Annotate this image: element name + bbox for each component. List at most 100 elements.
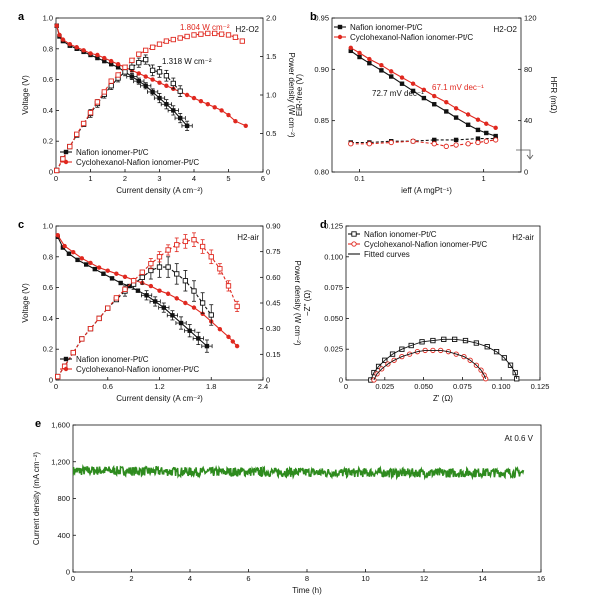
data-point-a-2 bbox=[163, 73, 170, 79]
panel-a-condition: H2-O2 bbox=[235, 25, 259, 34]
data-point-c-1 bbox=[230, 339, 236, 344]
data-point-b-1 bbox=[389, 69, 394, 74]
panel-b-ytick-right-label: 40 bbox=[524, 116, 532, 125]
panel-c-ytick-right-label: 0.90 bbox=[266, 222, 281, 231]
series-line-b-2 bbox=[350, 138, 496, 144]
data-point-c-1 bbox=[55, 233, 60, 238]
data-point-a-0 bbox=[109, 62, 114, 67]
data-point-a-1 bbox=[226, 112, 231, 118]
data-point-a-3 bbox=[136, 51, 142, 57]
data-point-c-0 bbox=[109, 276, 115, 281]
data-point-c-1 bbox=[114, 271, 119, 276]
data-point-a-0 bbox=[150, 89, 155, 95]
data-point-a-0 bbox=[157, 95, 162, 101]
data-point-a-1 bbox=[198, 98, 204, 104]
data-point-b-1 bbox=[379, 63, 384, 68]
data-point-b-0 bbox=[410, 88, 416, 94]
legend-marker bbox=[63, 159, 69, 165]
data-point-c-0 bbox=[170, 313, 175, 318]
panel-a-ytick-label: 0 bbox=[49, 168, 53, 177]
panel-a-xtick-label: 1 bbox=[88, 174, 92, 183]
data-point-c-1 bbox=[105, 268, 110, 273]
data-point-b-0 bbox=[348, 48, 353, 54]
data-point-a-1 bbox=[74, 45, 79, 50]
data-point-b-0 bbox=[421, 95, 427, 101]
legend-entry: Nafion ionomer-Pt/C bbox=[76, 355, 149, 364]
data-point-b-3 bbox=[453, 142, 459, 148]
data-point-c-3 bbox=[105, 305, 111, 311]
panel-a-ytick-label: 0.2 bbox=[43, 137, 53, 146]
panel-a-xtick-label: 3 bbox=[157, 174, 161, 183]
data-point-a-1 bbox=[115, 61, 121, 67]
panel-e-xtick-label: 4 bbox=[188, 574, 192, 583]
panel-b-ytick-label: 0.95 bbox=[314, 14, 329, 23]
data-point-c-1 bbox=[217, 326, 223, 332]
panel-d-xtick-label: 0.025 bbox=[375, 382, 394, 391]
data-point-a-0 bbox=[95, 55, 100, 61]
panel-a-ytick-right-label: 1.5 bbox=[266, 52, 276, 61]
axes-layer bbox=[55, 17, 542, 573]
data-point-a-2 bbox=[149, 67, 156, 74]
data-point-c-3 bbox=[148, 260, 154, 267]
data-point-c-1 bbox=[96, 265, 102, 270]
data-point-c-3 bbox=[174, 242, 180, 248]
data-point-b-0 bbox=[432, 102, 437, 107]
panel-e-ylabel: Current density (mA cm⁻²) bbox=[32, 452, 41, 545]
data-point-a-3 bbox=[94, 99, 101, 105]
data-point-a-3 bbox=[74, 131, 80, 137]
panel-b-condition: H2-O2 bbox=[493, 25, 517, 34]
data-point-a-0 bbox=[136, 78, 141, 84]
panel-a-ytick-label: 1.0 bbox=[43, 14, 53, 23]
data-point-b-0 bbox=[389, 74, 394, 79]
data-point-a-0 bbox=[184, 123, 190, 128]
data-point-b-0 bbox=[444, 109, 449, 114]
panel-e-ytick-label: 1,600 bbox=[51, 421, 70, 430]
data-point-a-1 bbox=[157, 80, 162, 85]
panel-e-annotation: At 0.6 V bbox=[505, 434, 534, 443]
legend-entry: Nafion ionomer-Pt/C bbox=[76, 148, 149, 157]
data-point-a-3 bbox=[170, 36, 176, 43]
panel-b-ytick-right-label: 80 bbox=[524, 65, 532, 74]
data-point-c-0 bbox=[144, 293, 149, 298]
panel-a-xtick-label: 4 bbox=[192, 174, 196, 183]
data-point-a-2 bbox=[129, 64, 135, 70]
panel-d-condition: H2-air bbox=[512, 233, 534, 242]
legend-entry: Cyclohexanol-Nafion ionomer-Pt/C bbox=[364, 240, 487, 249]
panel-c-xtick-label: 2.4 bbox=[258, 382, 268, 391]
data-point-c-0 bbox=[60, 245, 66, 250]
data-point-b-0 bbox=[357, 54, 362, 60]
data-point-c-1 bbox=[200, 311, 205, 316]
data-point-c-0 bbox=[118, 280, 123, 286]
panel-d-ytick-label: 0 bbox=[339, 376, 343, 385]
legend-entry: Cyclohexanol-Nafion ionomer-Pt/C bbox=[350, 33, 473, 42]
data-point-a-3 bbox=[184, 33, 190, 40]
panel-a-ytick-right-label: 0 bbox=[266, 168, 270, 177]
data-point-c-1 bbox=[183, 300, 188, 306]
data-point-a-3 bbox=[80, 120, 87, 127]
legend-entry: Nafion ionomer-Pt/C bbox=[350, 23, 423, 32]
panel-c-xtick-label: 0 bbox=[54, 382, 58, 391]
data-point-b-1 bbox=[453, 106, 459, 111]
data-point-c-0 bbox=[66, 251, 72, 256]
data-point-a-3 bbox=[115, 72, 121, 78]
panel-b-ytick-right-label: 120 bbox=[524, 14, 537, 23]
panel-d-ytick-label: 0.100 bbox=[324, 252, 343, 261]
data-point-b-1 bbox=[475, 117, 481, 122]
data-point-a-3 bbox=[198, 31, 204, 37]
hfr-axis-arrow bbox=[516, 149, 531, 158]
panel-a-xlabel: Current density (A cm⁻²) bbox=[116, 186, 203, 195]
data-point-c-3 bbox=[130, 278, 137, 284]
panel-d-ytick-label: 0.025 bbox=[324, 345, 343, 354]
legend-entry: Cyclohexanol-Nafion ionomer-Pt/C bbox=[76, 365, 199, 374]
data-point-c-0 bbox=[178, 320, 184, 326]
data-point-a-3 bbox=[191, 32, 197, 38]
data-point-b-1 bbox=[421, 87, 427, 93]
panel-e-xtick-label: 10 bbox=[361, 574, 369, 583]
legend-marker bbox=[63, 356, 69, 362]
panel-e-ytick-label: 800 bbox=[57, 494, 70, 503]
series-line-a-3 bbox=[56, 32, 243, 171]
panel-e-ytick-label: 1,200 bbox=[51, 457, 70, 466]
panel-b-ytick-right-label: 0 bbox=[524, 168, 528, 177]
data-point-a-3 bbox=[54, 167, 60, 174]
